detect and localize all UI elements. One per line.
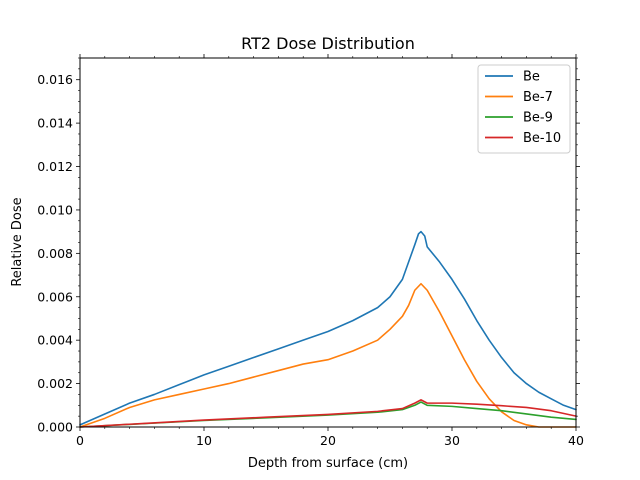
- legend-label-be: Be: [523, 70, 540, 85]
- legend-label-be-10: Be-10: [523, 131, 561, 146]
- x-tick-label: 10: [196, 433, 212, 448]
- x-tick-label: 20: [320, 433, 336, 448]
- y-tick-label: 0.004: [37, 333, 73, 348]
- series-line-be: [79, 230, 577, 426]
- y-tick-label: 0.008: [37, 246, 73, 261]
- y-tick-label: 0.010: [37, 202, 73, 217]
- legend: Be Be-7 Be-9 Be-10: [477, 64, 571, 154]
- x-tick-label: 0: [76, 433, 84, 448]
- x-axis-label: Depth from surface (cm): [248, 456, 408, 471]
- series-line-be-10: [79, 399, 577, 428]
- y-tick-label: 0.000: [37, 420, 73, 435]
- x-tick-label: 40: [568, 433, 584, 448]
- ticks-layer: 0 10 20 30 40 0.000 0.002 0.004 0.006 0.008 0.010 0…: [37, 54, 584, 448]
- series-line-be-7: [79, 282, 577, 428]
- legend-label-be-7: Be-7: [523, 90, 553, 105]
- y-tick-label: 0.002: [37, 376, 73, 391]
- y-tick-label: 0.012: [37, 159, 73, 174]
- legend-frame: [477, 64, 571, 154]
- y-tick-label: 0.006: [37, 289, 73, 304]
- series-layer: [79, 230, 577, 428]
- legend-label-be-9: Be-9: [523, 111, 553, 126]
- y-tick-label: 0.016: [37, 72, 73, 87]
- y-axis-label: Relative Dose: [10, 197, 25, 286]
- x-tick-label: 30: [444, 433, 460, 448]
- chart-title: RT2 Dose Distribution: [241, 34, 415, 53]
- y-tick-label: 0.014: [37, 116, 73, 131]
